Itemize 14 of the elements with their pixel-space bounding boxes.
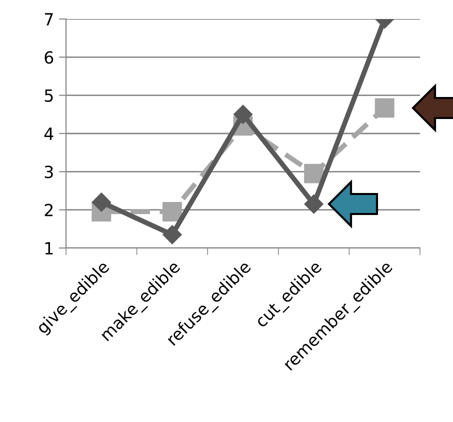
y-tick-label: 2 [44,204,53,216]
point [304,194,324,214]
y-tick-label: 3 [44,166,53,178]
y-tick-label: 1 [45,242,53,254]
point [162,225,182,244]
point [162,202,182,222]
point [92,192,111,212]
point [233,104,253,124]
y-tick-label: 4 [44,128,54,140]
y-tick-label: 7 [44,13,53,26]
y-tick-label: 6 [44,51,54,64]
point [374,98,394,118]
point [304,164,324,184]
y-tick-label: 5 [44,90,53,102]
